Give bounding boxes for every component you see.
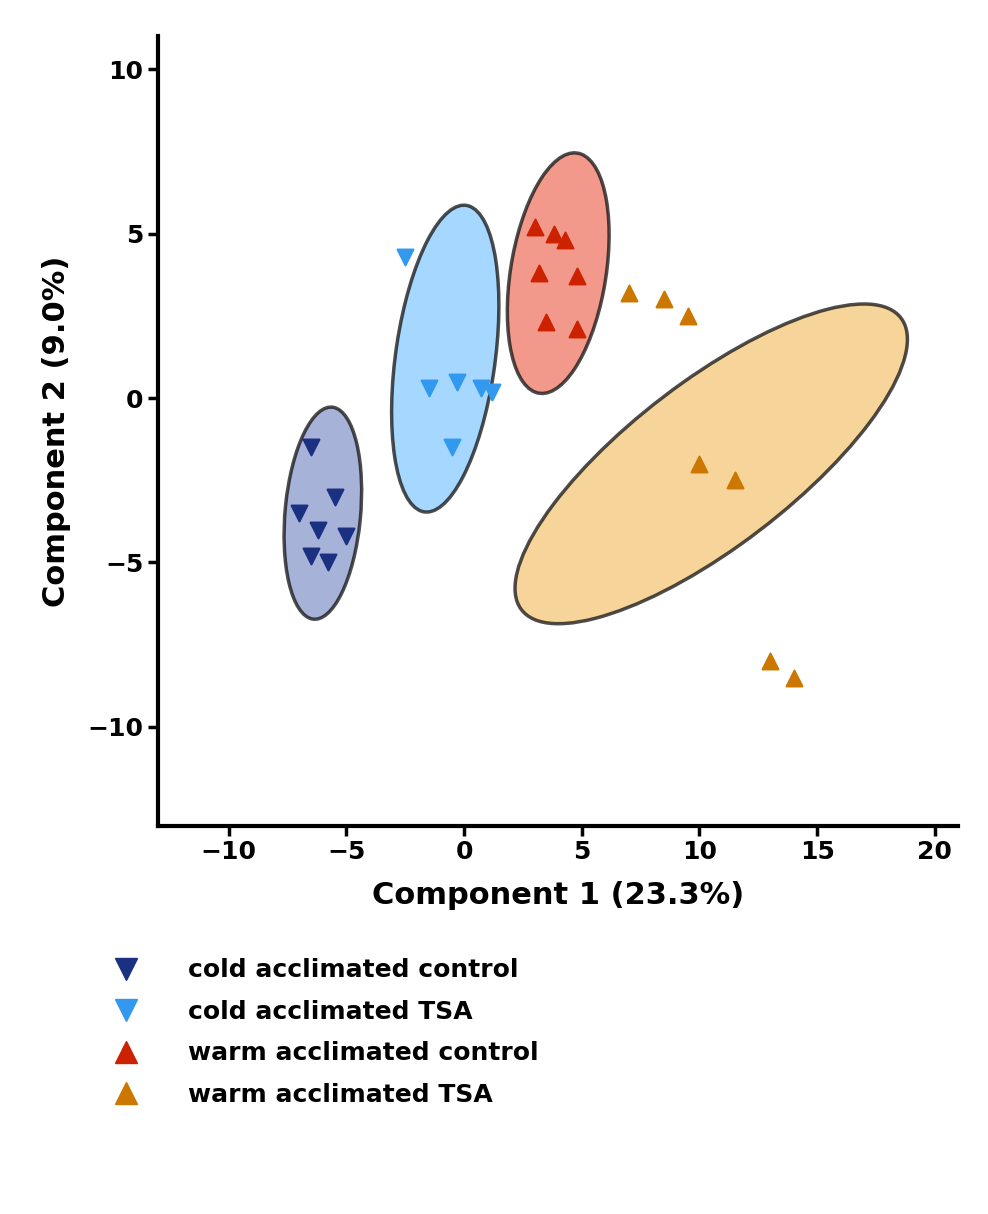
Point (339, 527, 355, 546)
Ellipse shape (515, 304, 907, 624)
Point (421, 379, 437, 398)
Ellipse shape (507, 153, 610, 393)
Point (538, 313, 554, 333)
Point (527, 217, 542, 237)
Point (656, 290, 672, 310)
Point (692, 454, 707, 473)
Point (569, 319, 585, 339)
Point (569, 267, 585, 287)
Legend: cold acclimated control, cold acclimated TSA, warm acclimated control, warm accl: cold acclimated control, cold acclimated… (91, 948, 548, 1117)
Point (310, 520, 326, 539)
Point (291, 504, 307, 523)
Point (472, 379, 488, 398)
X-axis label: Component 1 (23.3%): Component 1 (23.3%) (372, 881, 744, 909)
Point (327, 487, 343, 506)
Point (445, 438, 460, 458)
Point (303, 546, 319, 566)
Point (620, 283, 636, 302)
Ellipse shape (391, 205, 499, 512)
Point (484, 382, 500, 402)
Point (450, 371, 465, 391)
Point (762, 652, 778, 671)
Point (532, 263, 547, 283)
Point (557, 231, 573, 250)
Point (785, 668, 801, 687)
Y-axis label: Component 2 (9.0%): Component 2 (9.0%) (41, 255, 71, 607)
Point (303, 438, 319, 458)
Point (397, 246, 413, 266)
Ellipse shape (285, 407, 362, 619)
Point (680, 306, 696, 325)
Point (545, 225, 561, 244)
Point (320, 552, 336, 572)
Point (727, 471, 743, 490)
